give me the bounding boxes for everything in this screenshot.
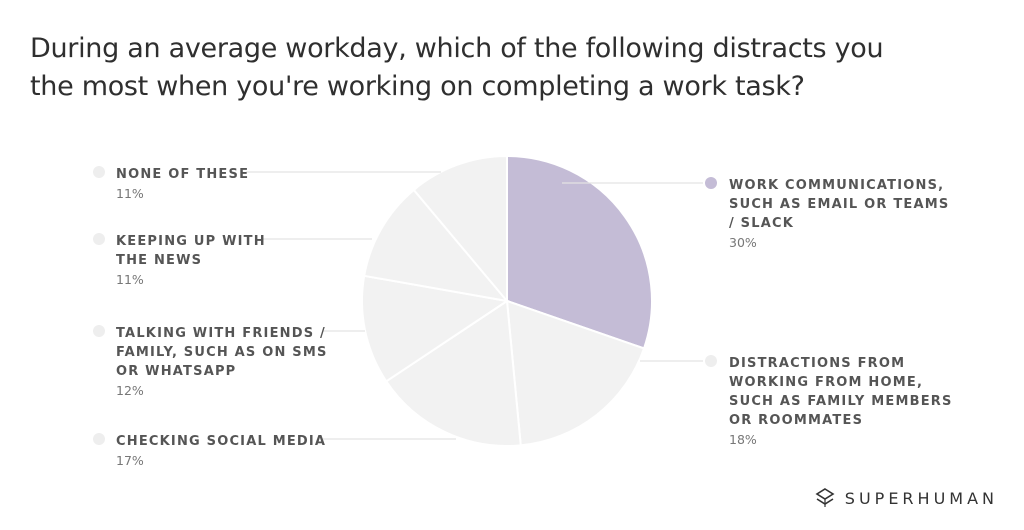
slice-label-text: SUCH AS EMAIL OR TEAMS bbox=[729, 197, 950, 212]
legend-dot-0 bbox=[705, 177, 717, 189]
slice-label-5: NONE OF THESE 11% bbox=[116, 165, 249, 201]
brand-name: SUPERHUMAN bbox=[844, 488, 998, 508]
slice-label-3: TALKING WITH FRIENDS / FAMILY, SUCH AS ON… bbox=[116, 324, 328, 398]
slice-label-text: CHECKING SOCIAL MEDIA bbox=[116, 434, 327, 449]
slice-label-text: WORKING FROM HOME, bbox=[729, 375, 924, 390]
slice-percent: 18% bbox=[729, 432, 757, 447]
chart-title-line-2: the most when you're working on completi… bbox=[30, 71, 805, 102]
slice-label-text: OR ROOMMATES bbox=[729, 413, 864, 428]
legend-dot-1 bbox=[705, 355, 717, 367]
legend-dot-5 bbox=[93, 166, 105, 178]
pie-slice-0 bbox=[506, 154, 653, 350]
pie-slice-1 bbox=[505, 299, 646, 447]
slice-label-text: / SLACK bbox=[729, 216, 794, 231]
slice-label-text: THE NEWS bbox=[116, 253, 203, 268]
slice-percent: 11% bbox=[116, 272, 144, 287]
slice-label-text: OR WHATSAPP bbox=[116, 364, 237, 379]
slice-label-text: KEEPING UP WITH bbox=[116, 234, 266, 249]
pie-slice-2 bbox=[384, 299, 522, 447]
slice-label-2: CHECKING SOCIAL MEDIA 17% bbox=[116, 432, 326, 468]
brand-logo: SUPERHUMAN bbox=[815, 488, 998, 508]
superhuman-logo-icon bbox=[815, 488, 835, 507]
slice-label-text: TALKING WITH FRIENDS / bbox=[116, 326, 326, 341]
legend-dot-2 bbox=[93, 433, 105, 445]
slice-label-4: KEEPING UP WITH THE NEWS 11% bbox=[116, 232, 266, 287]
slice-label-text: NONE OF THESE bbox=[116, 167, 250, 182]
legend-dot-3 bbox=[93, 325, 105, 337]
slice-label-text: WORK COMMUNICATIONS, bbox=[729, 178, 945, 193]
slice-label-0: WORK COMMUNICATIONS, SUCH AS EMAIL OR TEA… bbox=[729, 176, 949, 250]
slice-label-text: FAMILY, SUCH AS ON SMS bbox=[116, 345, 328, 360]
pie-slice-4 bbox=[363, 188, 510, 303]
chart-title: During an average workday, which of the … bbox=[30, 30, 910, 106]
slice-percent: 17% bbox=[116, 453, 144, 468]
chart-title-line-1: During an average workday, which of the … bbox=[30, 33, 884, 64]
slice-percent: 12% bbox=[116, 383, 144, 398]
slice-percent: 11% bbox=[116, 186, 144, 201]
slice-label-text: DISTRACTIONS FROM bbox=[729, 356, 906, 371]
pie-slice-5 bbox=[412, 154, 508, 304]
slice-percent: 30% bbox=[729, 235, 757, 250]
pie-slice-3 bbox=[361, 274, 510, 383]
slice-label-1: DISTRACTIONS FROM WORKING FROM HOME, SUCH … bbox=[729, 354, 953, 447]
slice-label-text: SUCH AS FAMILY MEMBERS bbox=[729, 394, 953, 409]
legend-dot-4 bbox=[93, 233, 105, 245]
